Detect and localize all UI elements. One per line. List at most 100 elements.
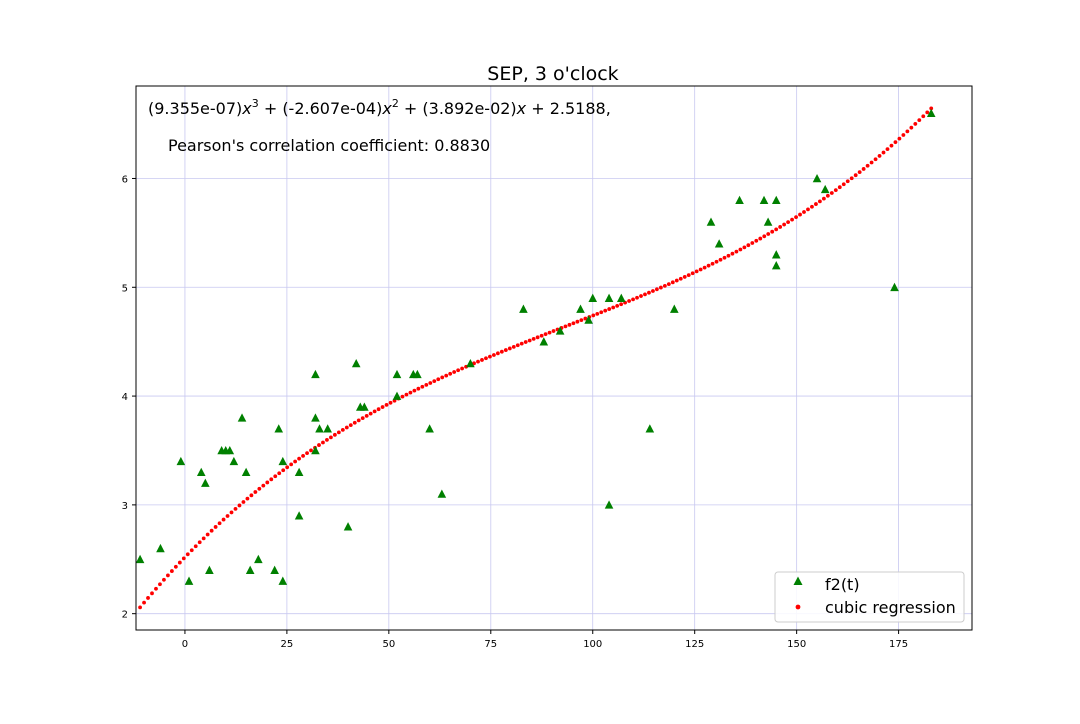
f2-data-point [278,456,288,466]
regression-point [790,217,794,222]
regression-point [189,548,194,553]
regression-point [833,188,838,193]
regression-point [412,388,417,393]
regression-point [511,344,516,349]
regression-point [742,245,747,250]
regression-point [925,110,930,115]
regression-point [344,425,349,430]
regression-point [694,269,699,274]
regression-point [873,157,878,162]
regression-point [356,418,361,423]
f2-data-point [135,554,145,564]
f2-data-point [812,173,822,183]
f2-data-point [771,195,781,205]
regression-point [297,456,302,461]
regression-point [678,276,683,281]
regression-point [635,295,639,300]
regression-point [861,167,866,171]
equation-coef-1: + (3.892e-02) [399,99,517,118]
f2-data-point [343,522,353,531]
regression-point [746,243,751,248]
regression-point [698,267,703,272]
f2-data-point [576,304,585,313]
regression-point [658,285,663,290]
y-tick-label: 3 [122,501,128,512]
regression-point [519,341,524,346]
regression-point [877,154,882,158]
f2-data-point [196,467,206,477]
f2-data-point [278,576,288,585]
f2-data-point [425,424,434,433]
regression-point [142,600,146,605]
equation-exp-3: 3 [252,97,259,110]
f2-data-point [270,565,279,574]
regression-point [229,510,234,515]
regression-point [241,500,246,504]
regression-point [901,133,906,137]
regression-point [754,238,759,243]
regression-point [774,227,779,232]
regression-point [253,490,258,494]
regression-point [615,303,620,308]
regression-point [488,354,492,359]
f2-data-point [237,413,247,422]
regression-point [332,432,337,437]
regression-point [619,302,624,307]
f2-data-point [392,391,402,400]
regression-point [662,283,667,288]
regression-point [138,605,142,610]
regression-point [881,150,886,155]
regression-point [432,379,437,384]
f2-data-point [588,293,598,302]
regression-point [905,129,910,134]
regression-point [734,249,739,254]
regression-point [738,247,743,252]
f2-data-point [225,445,235,455]
regression-point [639,294,643,298]
y-tick-label: 2 [122,610,128,621]
regression-point [301,453,305,458]
regression-point [201,536,206,541]
regression-point [821,196,826,201]
f2-data-point [771,250,781,259]
regression-point [492,353,496,357]
legend-box [774,571,965,623]
regression-point [865,163,870,168]
x-tick-label: 25 [281,639,294,650]
regression-point [889,143,894,148]
regression-point [527,338,532,343]
series-layer [135,106,936,610]
regression-point [818,199,822,204]
f2-data-point [604,500,614,509]
regression-point [360,416,365,421]
legend-marker-f2 [793,576,803,585]
regression-point [647,290,651,295]
regression-point [225,514,230,518]
f2-data-point [604,293,614,302]
regression-point [523,340,528,344]
regression-point [929,106,934,111]
regression-point [205,532,210,537]
regression-point [825,193,830,198]
regression-point [368,411,373,416]
y-tick-label: 4 [122,392,128,403]
regression-point [686,273,691,278]
regression-point [857,170,862,174]
f2-data-point [539,337,549,346]
equation-coef-0: + 2.5188, [526,99,611,118]
regression-point [917,118,922,123]
f2-data-point [254,554,263,564]
regression-point [448,371,453,376]
x-tick-label: 150 [787,639,806,650]
f2-data-point [241,467,251,477]
f2-data-point [311,369,320,379]
f2-data-point [735,195,744,205]
regression-point [233,507,238,511]
y-tick-label: 6 [122,174,128,185]
regression-point [921,114,926,119]
regression-point [909,125,914,130]
regression-point [197,540,202,545]
regression-point [571,321,576,326]
regression-point [166,573,170,578]
regression-point [321,440,325,445]
